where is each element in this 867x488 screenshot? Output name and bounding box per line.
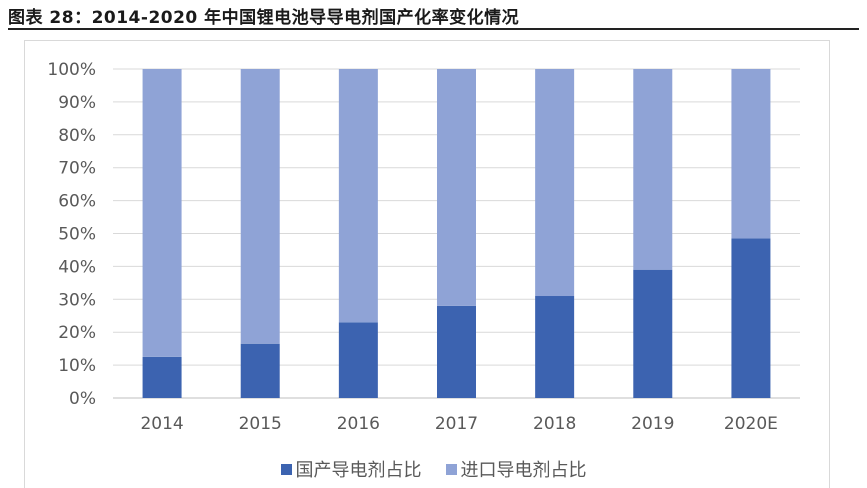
y-tick-label: 10% <box>58 356 96 376</box>
bar-domestic <box>731 238 771 398</box>
bar-imported <box>731 69 771 239</box>
bar-domestic <box>338 322 378 398</box>
x-tick-label: 2015 <box>239 414 282 434</box>
x-tick-label: 2020E <box>724 414 778 434</box>
bar-imported <box>142 69 182 357</box>
chart-frame <box>24 40 830 488</box>
y-tick-label: 0% <box>69 389 96 409</box>
bar-domestic <box>142 356 182 398</box>
bar-domestic <box>633 269 673 398</box>
bar-imported <box>633 69 673 270</box>
y-tick-label: 80% <box>58 126 96 146</box>
y-tick-label: 20% <box>58 323 96 343</box>
bar-domestic <box>535 296 575 398</box>
bar-imported <box>338 69 378 323</box>
y-tick-label: 100% <box>47 60 96 80</box>
x-tick-label: 2019 <box>631 414 674 434</box>
x-tick-label: 2017 <box>435 414 478 434</box>
bar-imported <box>535 69 575 297</box>
y-tick-label: 60% <box>58 192 96 212</box>
legend-swatch-domestic <box>280 463 292 475</box>
x-tick-label: 2016 <box>337 414 380 434</box>
legend-label-domestic: 国产导电剂占比 <box>295 460 422 481</box>
x-tick-label: 2014 <box>140 414 183 434</box>
legend: 国产导电剂占比 进口导电剂占比 <box>0 454 867 484</box>
y-tick-label: 90% <box>58 93 96 113</box>
bar-domestic <box>240 343 280 398</box>
legend-item-domestic: 国产导电剂占比 <box>280 456 422 482</box>
y-tick-label: 30% <box>58 290 96 310</box>
legend-label-imported: 进口导电剂占比 <box>460 460 587 481</box>
y-tick-label: 40% <box>58 257 96 277</box>
y-tick-label: 50% <box>58 225 96 245</box>
bar-imported <box>437 69 476 306</box>
legend-swatch-imported <box>445 463 457 475</box>
title-rule <box>8 28 859 30</box>
bar-domestic <box>437 305 476 398</box>
legend-item-imported: 进口导电剂占比 <box>445 456 587 482</box>
x-tick-label: 2018 <box>533 414 576 434</box>
figure-title: 图表 28：2014-2020 年中国锂电池导导电剂国产化率变化情况 <box>8 8 520 28</box>
bar-imported <box>240 69 280 344</box>
y-tick-label: 70% <box>58 159 96 179</box>
